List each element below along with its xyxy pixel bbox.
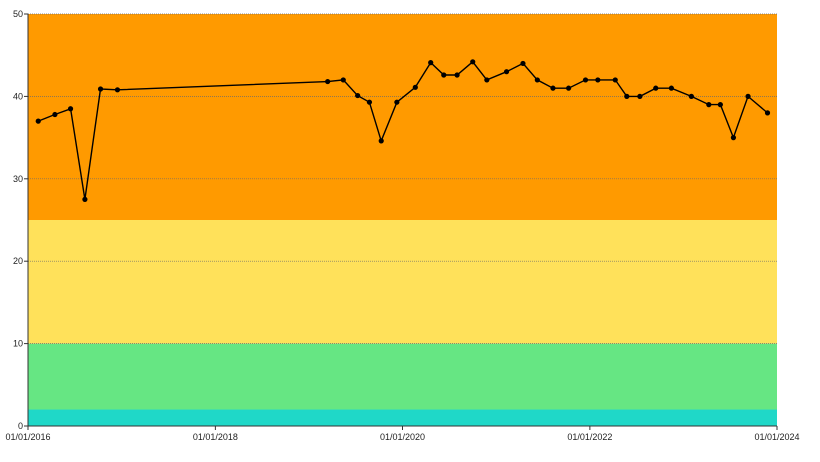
data-point (706, 102, 712, 108)
data-point (624, 93, 630, 99)
data-point (394, 99, 400, 105)
x-tick-label: 01/01/2022 (567, 432, 612, 442)
x-tick-label: 01/01/2016 (5, 432, 50, 442)
gridlines (28, 13, 777, 344)
data-point (67, 106, 74, 112)
data-point (653, 85, 659, 91)
data-point (412, 84, 418, 90)
data-point (52, 111, 58, 118)
data-point (35, 118, 41, 124)
x-tick-label: 01/01/2020 (380, 432, 425, 442)
data-point (441, 72, 447, 78)
data-point (534, 77, 540, 83)
data-point (637, 93, 643, 99)
data-point (764, 110, 771, 116)
data-point (325, 78, 331, 85)
series-line (38, 60, 768, 200)
data-point (668, 85, 674, 91)
data-point (503, 69, 510, 75)
data-point (730, 135, 737, 141)
data-point (745, 93, 751, 99)
series-layer (35, 59, 771, 202)
data-point (114, 87, 121, 93)
data-point (550, 85, 556, 91)
band-3 (28, 14, 777, 220)
data-point (428, 60, 434, 66)
data-point (566, 85, 572, 91)
threshold-bands (28, 14, 777, 426)
data-point (470, 59, 476, 65)
data-point (97, 86, 104, 92)
data-point (340, 77, 346, 83)
y-tick-label: 10 (13, 339, 23, 349)
data-point (454, 72, 460, 78)
data-point (582, 77, 589, 83)
data-point (688, 93, 694, 99)
y-tick-label: 50 (13, 9, 23, 19)
band-2 (28, 220, 777, 344)
data-point (378, 138, 384, 144)
y-tick-label: 20 (13, 256, 23, 266)
y-tick-label: 0 (18, 421, 23, 431)
band-0 (28, 409, 777, 426)
data-point (355, 92, 361, 99)
x-axis-ticks: 01/01/2016 01/01/2018 01/01/2020 01/01/2022… (5, 426, 800, 442)
x-tick-label: 01/01/2018 (193, 432, 238, 442)
x-tick-label: 01/01/2024 (754, 432, 799, 442)
data-point (366, 99, 373, 105)
data-point (595, 77, 601, 83)
band-1 (28, 343, 777, 410)
data-point (520, 60, 526, 67)
data-point (612, 77, 618, 83)
y-tick-label: 30 (13, 174, 23, 184)
y-axis-ticks: 0 10 20 30 40 50 (13, 9, 28, 431)
data-point (82, 196, 88, 202)
data-point (717, 102, 723, 108)
y-tick-label: 40 (13, 91, 23, 101)
data-point (484, 77, 490, 83)
